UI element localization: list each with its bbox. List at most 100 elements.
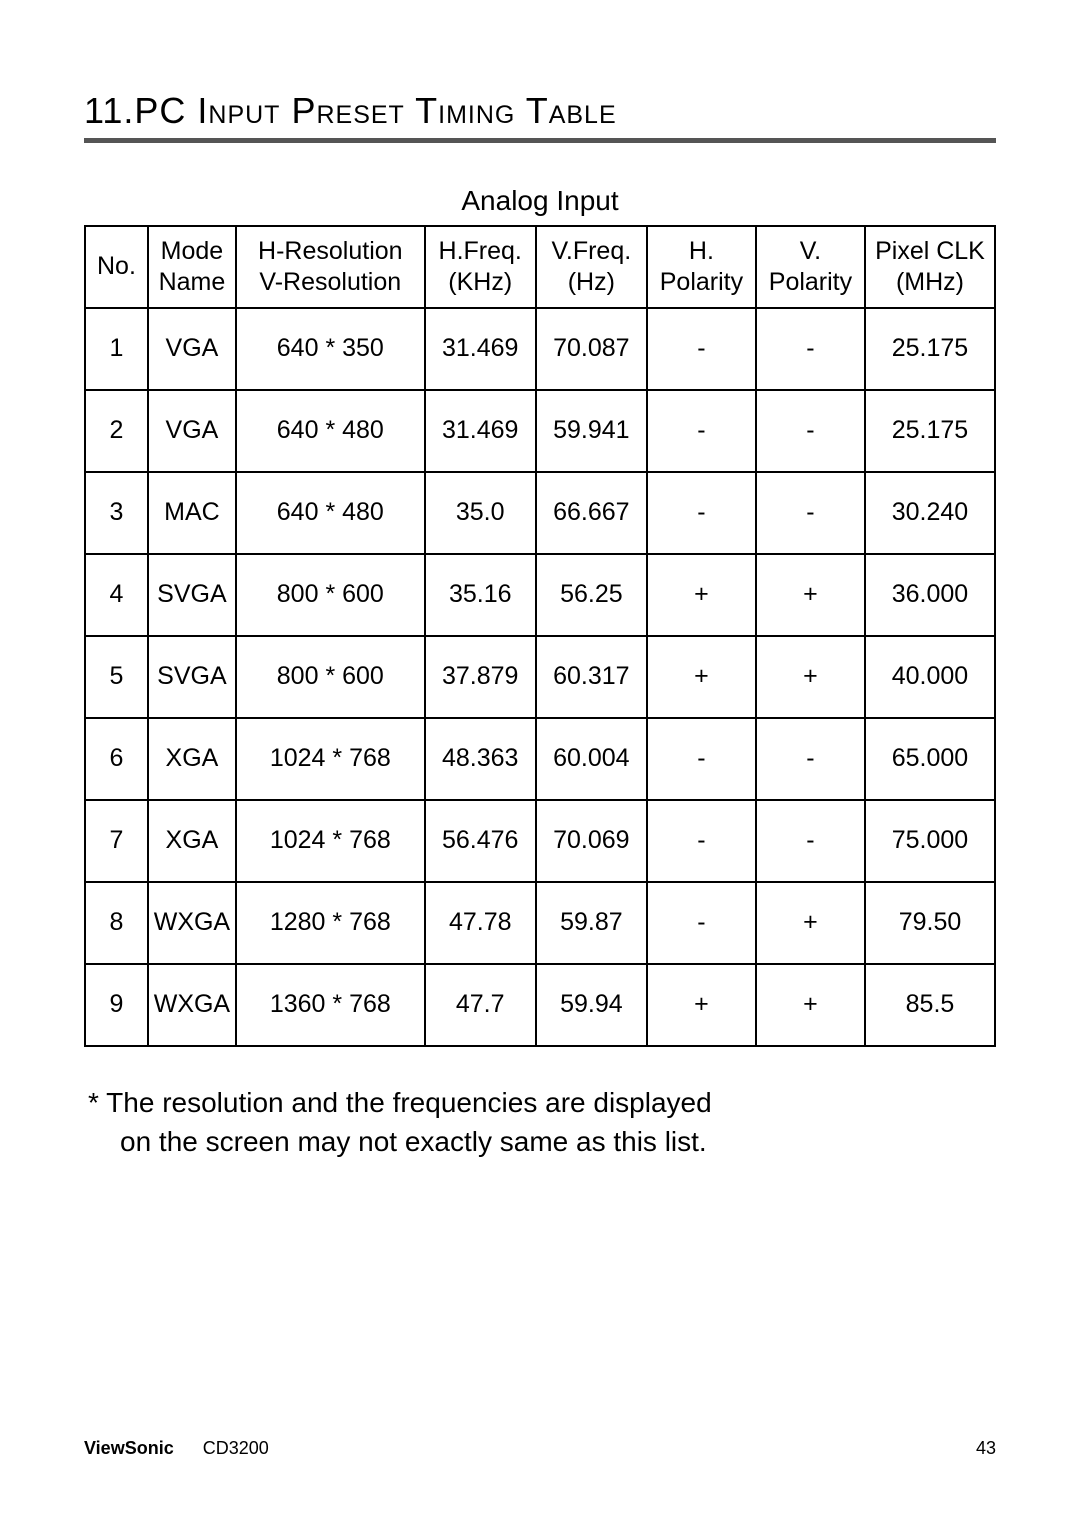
table-cell: 8 (85, 882, 148, 964)
table-cell: SVGA (148, 636, 236, 718)
table-cell: - (756, 472, 865, 554)
table-cell: 2 (85, 390, 148, 472)
table-cell: 1 (85, 308, 148, 390)
table-cell: VGA (148, 390, 236, 472)
heading-text: Input Preset Timing Table (197, 90, 616, 131)
table-cell: 3 (85, 472, 148, 554)
table-cell: 59.94 (536, 964, 647, 1046)
table-cell: 66.667 (536, 472, 647, 554)
table-caption: Analog Input (84, 185, 996, 217)
table-row: 1VGA640 * 35031.46970.087--25.175 (85, 308, 995, 390)
table-cell: 36.000 (865, 554, 995, 636)
table-cell: 640 * 480 (236, 472, 425, 554)
table-cell: 60.317 (536, 636, 647, 718)
table-cell: 48.363 (425, 718, 536, 800)
col-header-hpolarity: H. Polarity (647, 226, 756, 308)
table-cell: 1024 * 768 (236, 800, 425, 882)
col-header-hfreq: H.Freq. (KHz) (425, 226, 536, 308)
footer-page-number: 43 (976, 1438, 996, 1459)
footer-model: CD3200 (203, 1438, 269, 1458)
table-cell: 65.000 (865, 718, 995, 800)
table-cell: + (756, 964, 865, 1046)
table-row: 5SVGA800 * 60037.87960.317++40.000 (85, 636, 995, 718)
table-header-row: No. Mode Name H-Resolution V-Resolution … (85, 226, 995, 308)
table-cell: VGA (148, 308, 236, 390)
table-cell: 60.004 (536, 718, 647, 800)
table-cell: 800 * 600 (236, 554, 425, 636)
table-cell: - (756, 718, 865, 800)
footnote-line1: * The resolution and the frequencies are… (88, 1087, 712, 1118)
table-row: 6XGA1024 * 76848.36360.004--65.000 (85, 718, 995, 800)
table-cell: - (647, 308, 756, 390)
col-header-vfreq: V.Freq. (Hz) (536, 226, 647, 308)
section-heading: 11.PC Input Preset Timing Table (84, 90, 996, 143)
table-cell: + (756, 636, 865, 718)
table-cell: - (756, 308, 865, 390)
col-header-pixelclk: Pixel CLK (MHz) (865, 226, 995, 308)
table-cell: 37.879 (425, 636, 536, 718)
col-header-resolution: H-Resolution V-Resolution (236, 226, 425, 308)
table-cell: - (647, 718, 756, 800)
table-cell: 70.087 (536, 308, 647, 390)
heading-prefix: PC (134, 90, 197, 131)
table-cell: 25.175 (865, 308, 995, 390)
table-cell: WXGA (148, 964, 236, 1046)
table-body: 1VGA640 * 35031.46970.087--25.1752VGA640… (85, 308, 995, 1046)
table-cell: 800 * 600 (236, 636, 425, 718)
table-cell: 47.7 (425, 964, 536, 1046)
table-row: 7XGA1024 * 76856.47670.069--75.000 (85, 800, 995, 882)
table-row: 8WXGA1280 * 76847.7859.87-+79.50 (85, 882, 995, 964)
table-cell: 70.069 (536, 800, 647, 882)
table-cell: MAC (148, 472, 236, 554)
table-cell: + (647, 964, 756, 1046)
table-cell: 56.25 (536, 554, 647, 636)
table-cell: 4 (85, 554, 148, 636)
page-footer: ViewSonic CD3200 43 (84, 1438, 996, 1459)
col-header-mode: Mode Name (148, 226, 236, 308)
footnote-line2: on the screen may not exactly same as th… (88, 1122, 996, 1161)
table-cell: - (647, 800, 756, 882)
table-cell: 47.78 (425, 882, 536, 964)
heading-number: 11. (84, 90, 134, 131)
table-cell: WXGA (148, 882, 236, 964)
table-cell: 31.469 (425, 308, 536, 390)
table-cell: 59.941 (536, 390, 647, 472)
table-cell: 40.000 (865, 636, 995, 718)
table-row: 3MAC640 * 48035.066.667--30.240 (85, 472, 995, 554)
table-cell: 9 (85, 964, 148, 1046)
col-header-vpolarity: V. Polarity (756, 226, 865, 308)
table-cell: 6 (85, 718, 148, 800)
table-cell: + (756, 554, 865, 636)
table-cell: 31.469 (425, 390, 536, 472)
table-cell: 7 (85, 800, 148, 882)
table-cell: 30.240 (865, 472, 995, 554)
table-cell: 640 * 350 (236, 308, 425, 390)
table-cell: 5 (85, 636, 148, 718)
table-row: 9WXGA1360 * 76847.759.94++85.5 (85, 964, 995, 1046)
table-cell: 640 * 480 (236, 390, 425, 472)
table-cell: - (756, 390, 865, 472)
table-cell: 1360 * 768 (236, 964, 425, 1046)
table-cell: 79.50 (865, 882, 995, 964)
table-row: 4SVGA800 * 60035.1656.25++36.000 (85, 554, 995, 636)
table-cell: - (756, 800, 865, 882)
table-cell: 35.0 (425, 472, 536, 554)
table-cell: 25.175 (865, 390, 995, 472)
table-cell: 85.5 (865, 964, 995, 1046)
table-cell: 56.476 (425, 800, 536, 882)
table-cell: - (647, 472, 756, 554)
table-cell: SVGA (148, 554, 236, 636)
table-cell: + (647, 554, 756, 636)
table-cell: 35.16 (425, 554, 536, 636)
footnote: * The resolution and the frequencies are… (84, 1083, 996, 1161)
table-cell: XGA (148, 800, 236, 882)
footer-brand: ViewSonic (84, 1438, 174, 1458)
table-cell: 75.000 (865, 800, 995, 882)
table-header: No. Mode Name H-Resolution V-Resolution … (85, 226, 995, 308)
table-cell: + (756, 882, 865, 964)
table-cell: + (647, 636, 756, 718)
table-cell: - (647, 390, 756, 472)
col-header-no: No. (85, 226, 148, 308)
page: 11.PC Input Preset Timing Table Analog I… (0, 0, 1080, 1529)
table-cell: - (647, 882, 756, 964)
